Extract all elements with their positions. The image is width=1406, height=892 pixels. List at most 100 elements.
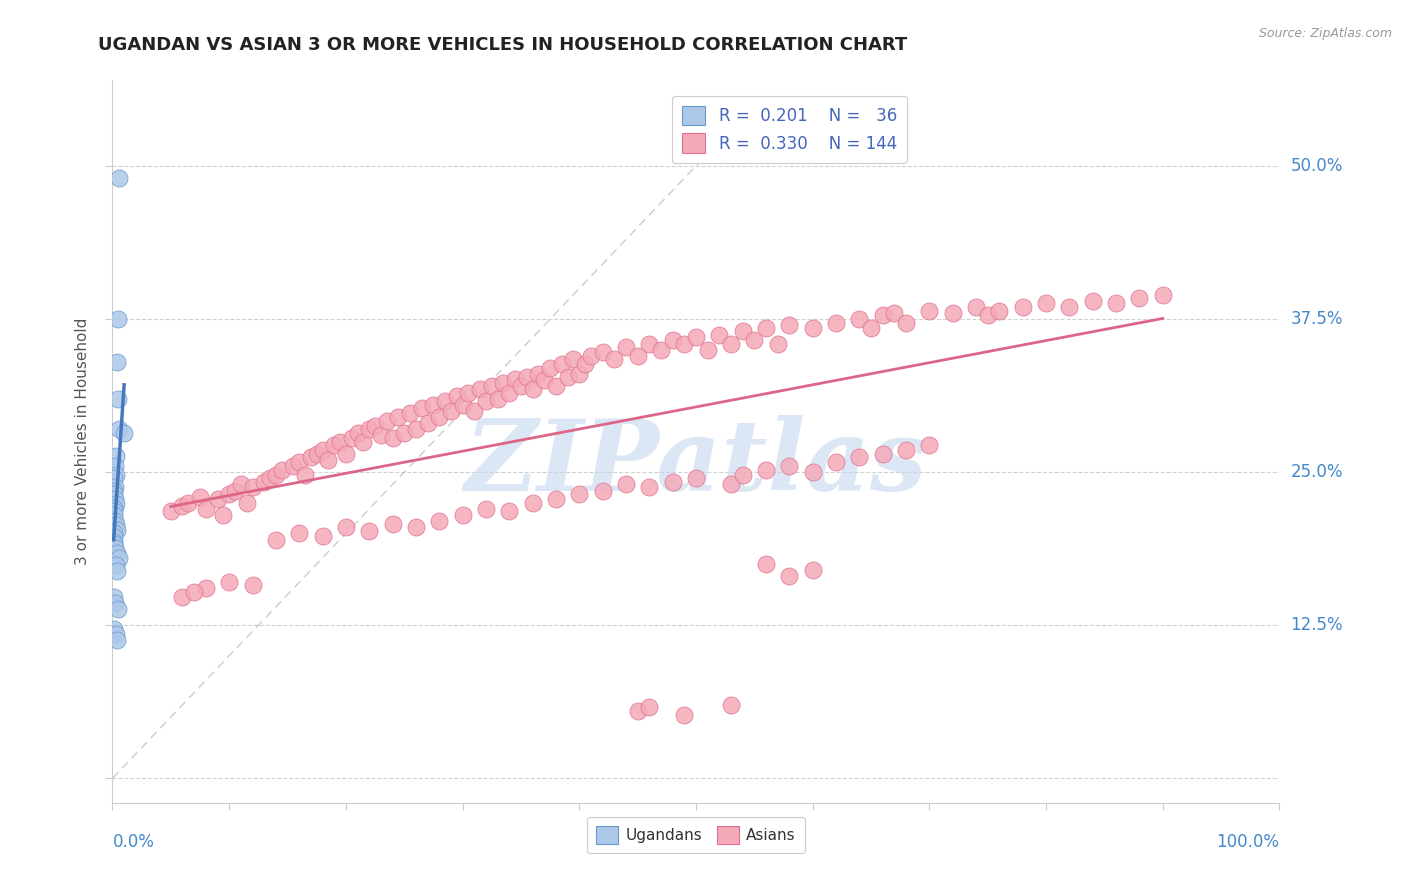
Point: [235, 496, 257, 510]
Point: [335, 520, 357, 534]
Point: [918, 438, 941, 452]
Point: [103, 487, 125, 501]
Point: [318, 453, 340, 467]
Point: [177, 496, 200, 510]
Point: [270, 463, 292, 477]
Point: [103, 504, 125, 518]
Point: [103, 471, 125, 485]
Point: [335, 447, 357, 461]
Point: [104, 492, 127, 507]
Point: [673, 336, 696, 351]
Point: [311, 443, 333, 458]
Point: [229, 477, 252, 491]
Point: [375, 414, 398, 428]
Point: [522, 496, 544, 510]
Point: [107, 602, 129, 616]
Point: [107, 392, 129, 406]
Point: [544, 379, 567, 393]
Point: [387, 410, 409, 425]
Point: [381, 431, 404, 445]
Point: [294, 467, 316, 482]
Point: [108, 550, 131, 565]
Point: [503, 372, 526, 386]
Point: [579, 349, 602, 363]
Point: [894, 443, 917, 458]
Point: [416, 416, 439, 430]
Point: [778, 318, 800, 333]
Point: [346, 425, 368, 440]
Point: [104, 558, 127, 573]
Point: [1128, 291, 1150, 305]
Point: [894, 316, 917, 330]
Point: [323, 438, 346, 452]
Point: [988, 303, 1011, 318]
Point: [394, 425, 416, 440]
Point: [104, 596, 127, 610]
Point: [1011, 300, 1033, 314]
Point: [451, 398, 474, 412]
Point: [614, 477, 637, 491]
Point: [592, 483, 614, 498]
Point: [160, 504, 183, 518]
Point: [481, 379, 503, 393]
Point: [685, 330, 707, 344]
Point: [731, 324, 754, 338]
Point: [105, 355, 128, 369]
Point: [107, 312, 129, 326]
Y-axis label: 3 or more Vehicles in Household: 3 or more Vehicles in Household: [75, 318, 90, 566]
Point: [848, 450, 870, 465]
Point: [104, 497, 127, 511]
Point: [259, 471, 281, 485]
Point: [108, 171, 131, 186]
Point: [242, 480, 264, 494]
Point: [1059, 300, 1081, 314]
Point: [475, 394, 498, 409]
Point: [627, 704, 650, 718]
Point: [104, 627, 127, 641]
Text: ZIPatlas: ZIPatlas: [465, 415, 927, 511]
Point: [218, 575, 240, 590]
Point: [183, 585, 205, 599]
Point: [592, 345, 614, 359]
Point: [778, 569, 800, 583]
Point: [405, 520, 427, 534]
Text: UGANDAN VS ASIAN 3 OR MORE VEHICLES IN HOUSEHOLD CORRELATION CHART: UGANDAN VS ASIAN 3 OR MORE VEHICLES IN H…: [98, 36, 908, 54]
Point: [440, 404, 463, 418]
Point: [242, 578, 264, 592]
Point: [801, 465, 824, 479]
Point: [283, 458, 305, 473]
Point: [105, 523, 128, 537]
Point: [103, 530, 125, 544]
Point: [103, 483, 125, 498]
Point: [103, 508, 125, 522]
Point: [212, 508, 235, 522]
Point: [557, 369, 579, 384]
Point: [218, 487, 240, 501]
Point: [364, 418, 387, 433]
Point: [872, 309, 894, 323]
Point: [329, 434, 352, 449]
Point: [405, 422, 427, 436]
Point: [498, 504, 520, 518]
Text: Source: ZipAtlas.com: Source: ZipAtlas.com: [1258, 27, 1392, 40]
Text: 37.5%: 37.5%: [1291, 310, 1343, 328]
Text: 50.0%: 50.0%: [1291, 157, 1343, 175]
Text: 12.5%: 12.5%: [1291, 616, 1343, 634]
Point: [638, 336, 661, 351]
Point: [872, 447, 894, 461]
Point: [468, 382, 491, 396]
Point: [1035, 296, 1057, 310]
Point: [1081, 293, 1104, 308]
Point: [638, 700, 661, 714]
Point: [661, 333, 683, 347]
Point: [451, 508, 474, 522]
Point: [568, 367, 591, 381]
Point: [533, 373, 555, 387]
Point: [825, 455, 848, 469]
Point: [801, 563, 824, 577]
Point: [105, 632, 128, 647]
Point: [108, 422, 131, 436]
Point: [720, 698, 742, 712]
Point: [288, 526, 311, 541]
Point: [755, 463, 778, 477]
